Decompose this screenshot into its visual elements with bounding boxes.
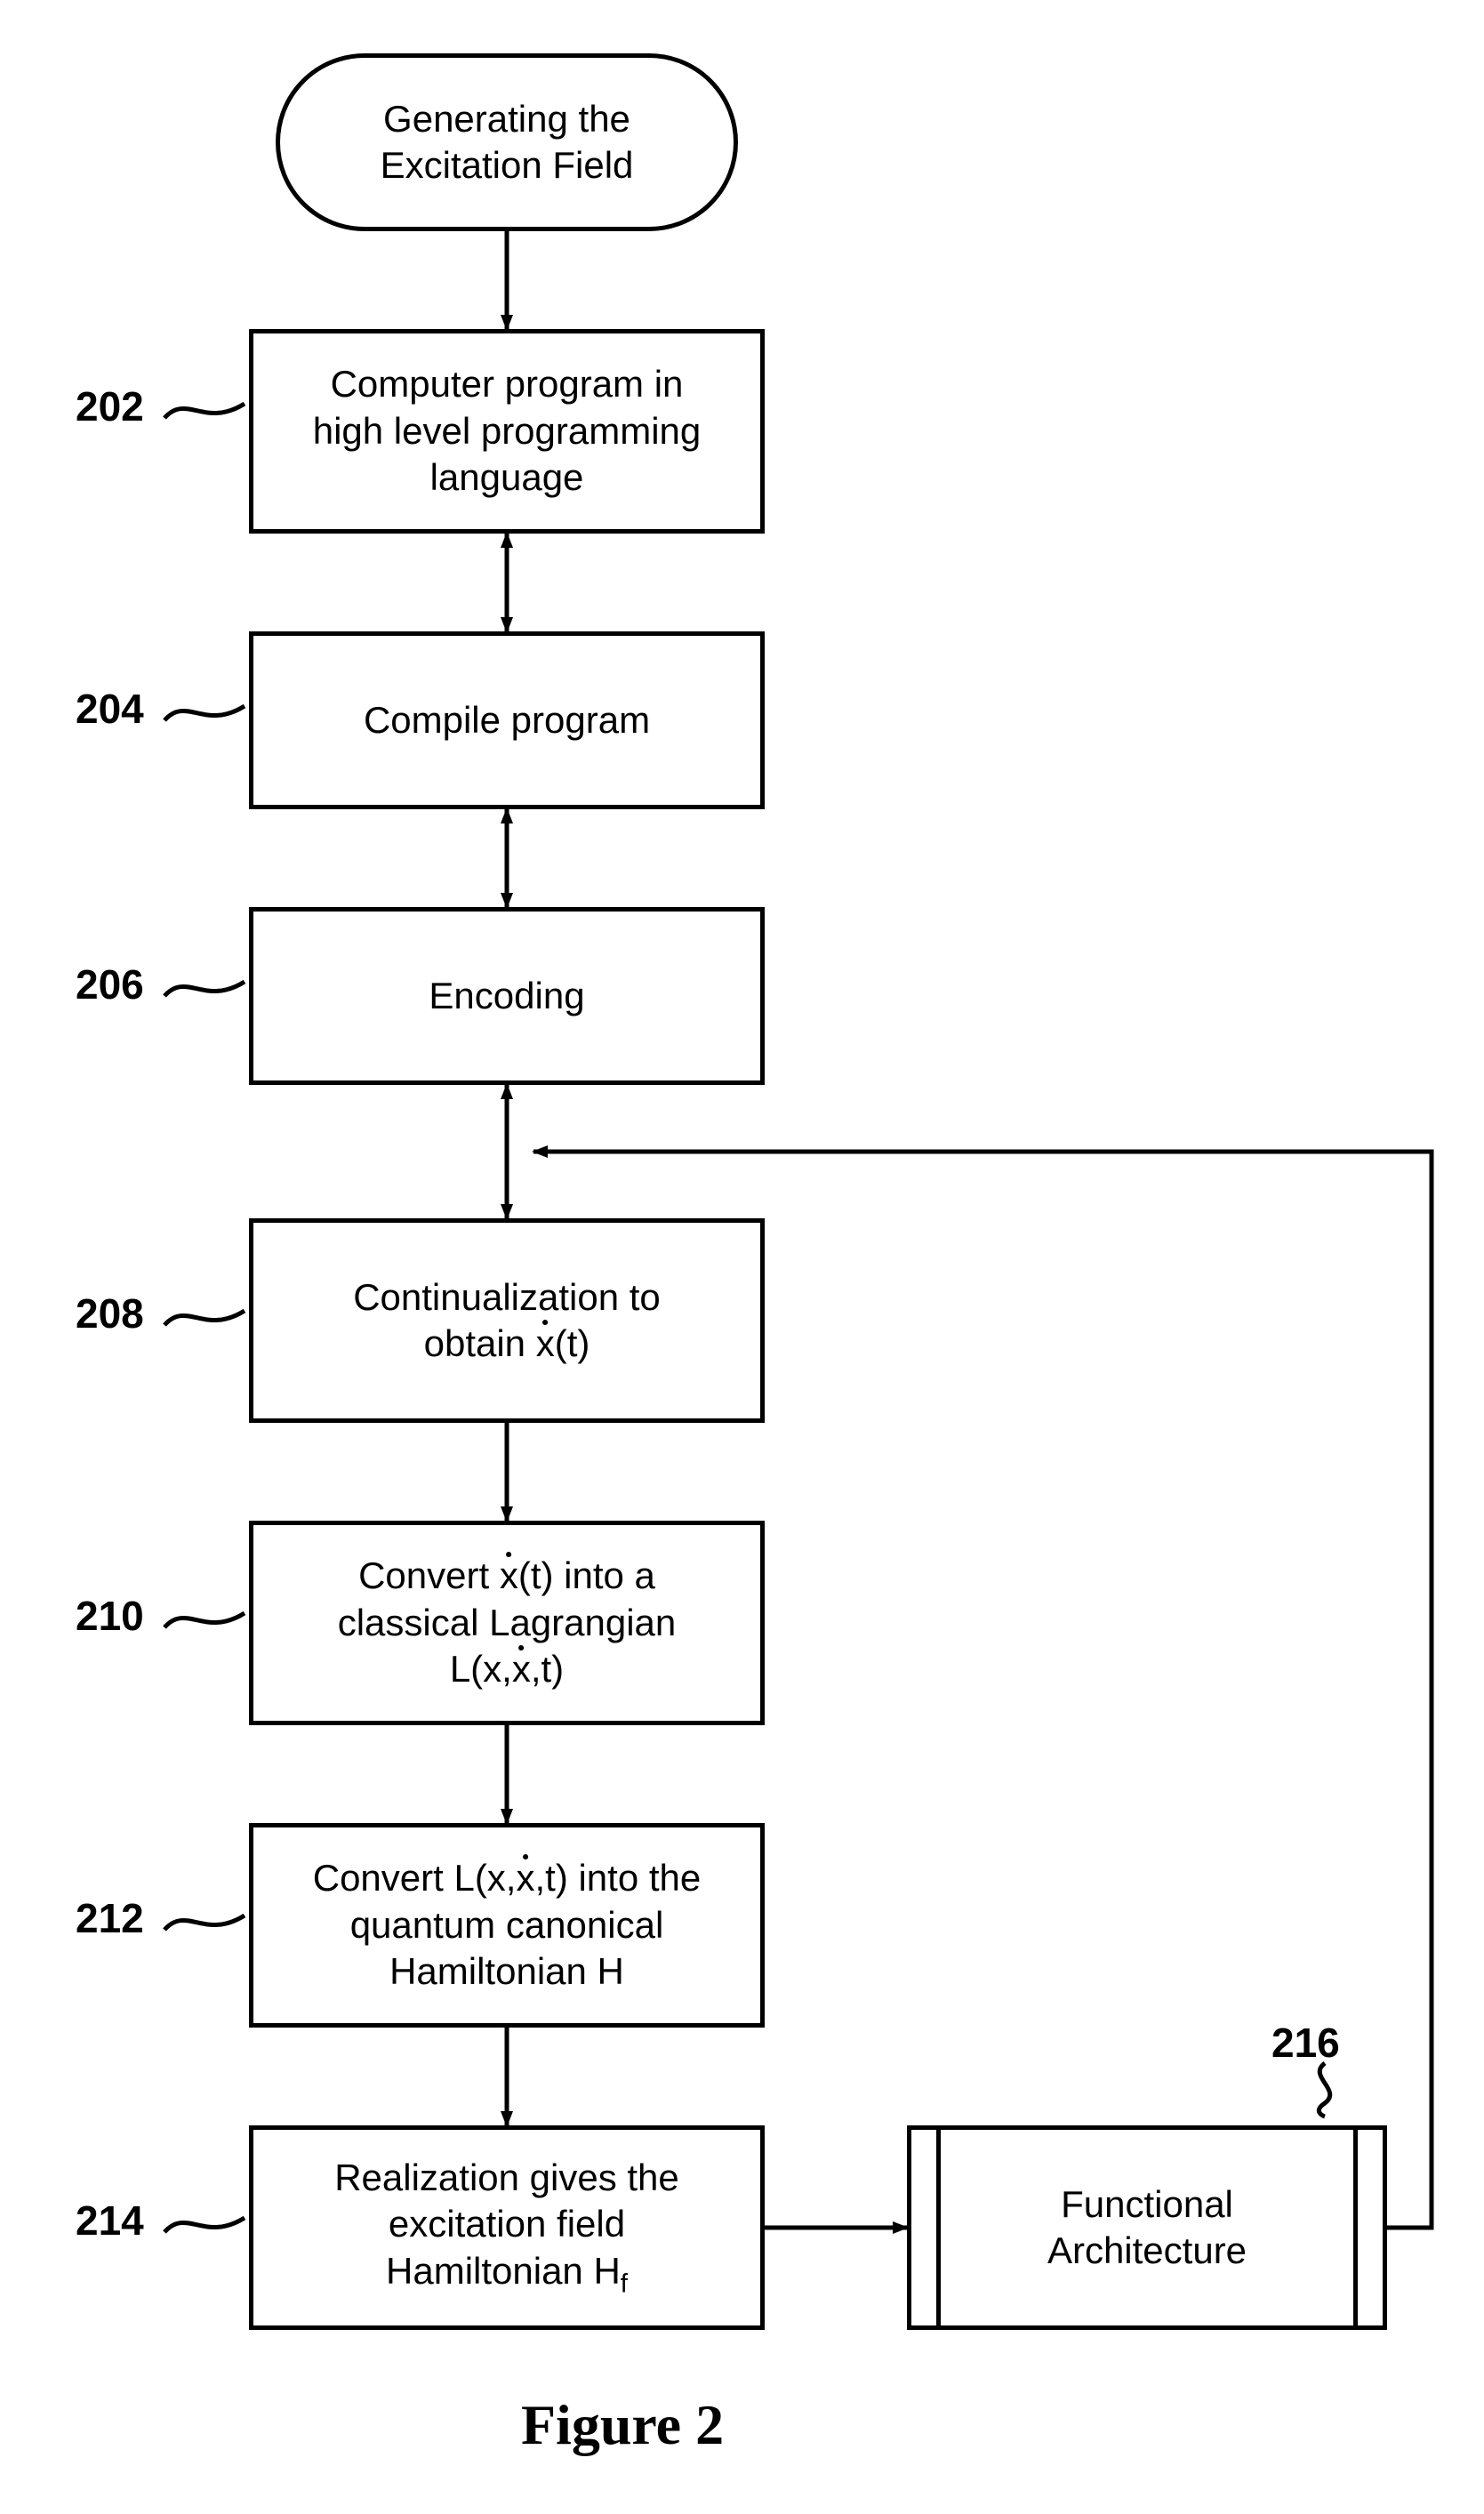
ref-208: 208 <box>76 1289 144 1337</box>
node-212-text: Convert L(x,x,t) into thequantum canonic… <box>313 1855 702 1996</box>
node-start: Generating theExcitation Field <box>276 53 738 231</box>
node-202-text: Computer program inhigh level programmin… <box>313 361 702 502</box>
node-210: Convert x(t) into aclassical LagrangianL… <box>249 1521 765 1725</box>
node-214-text: Realization gives theexcitation fieldHam… <box>334 2155 679 2301</box>
node-216-text: FunctionalArchitecture <box>1047 2181 1247 2275</box>
ref-212: 212 <box>76 1894 144 1942</box>
node-206-text: Encoding <box>429 973 584 1020</box>
ref-210: 210 <box>76 1592 144 1640</box>
node-216: FunctionalArchitecture <box>907 2125 1387 2330</box>
figure-caption: Figure 2 <box>445 2392 800 2458</box>
node-start-text: Generating theExcitation Field <box>381 96 634 189</box>
node-208: Continualization toobtain x(t) <box>249 1218 765 1423</box>
ref-216: 216 <box>1271 2019 1340 2067</box>
node-212: Convert L(x,x,t) into thequantum canonic… <box>249 1823 765 2028</box>
node-208-text: Continualization toobtain x(t) <box>353 1274 661 1368</box>
node-202: Computer program inhigh level programmin… <box>249 329 765 534</box>
node-204-text: Compile program <box>364 697 650 744</box>
flowchart-canvas: Generating theExcitation Field Computer … <box>0 0 1484 2514</box>
node-206: Encoding <box>249 907 765 1085</box>
ref-214: 214 <box>76 2197 144 2245</box>
node-214: Realization gives theexcitation fieldHam… <box>249 2125 765 2330</box>
ref-204: 204 <box>76 685 144 733</box>
node-204: Compile program <box>249 631 765 809</box>
ref-202: 202 <box>76 382 144 430</box>
ref-206: 206 <box>76 960 144 1008</box>
node-210-text: Convert x(t) into aclassical LagrangianL… <box>338 1553 677 1693</box>
